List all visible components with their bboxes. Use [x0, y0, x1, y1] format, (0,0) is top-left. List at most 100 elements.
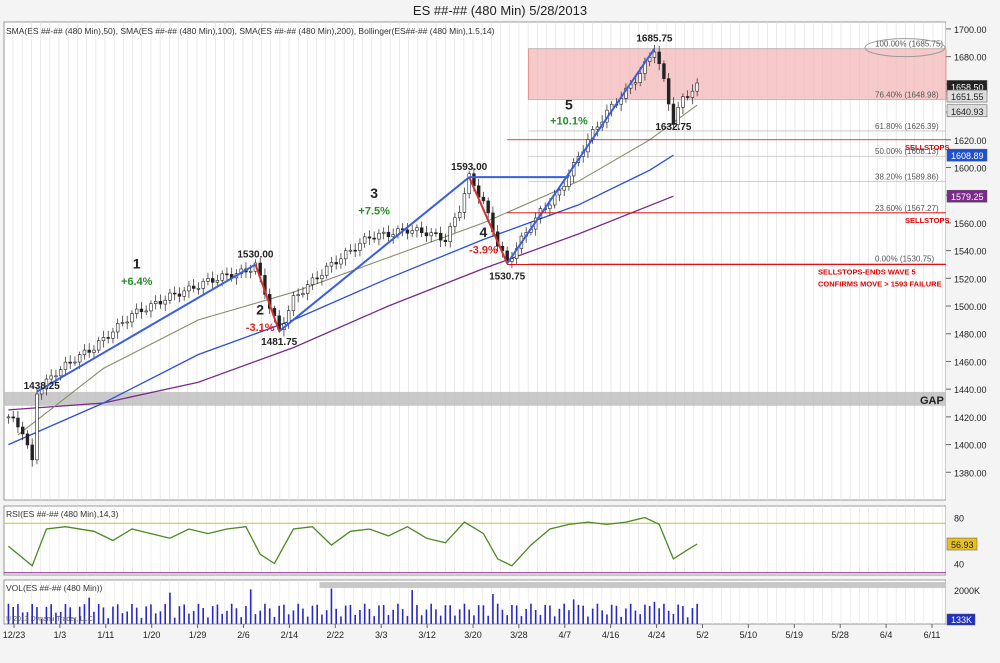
y-tick-label: 1620.00 — [954, 136, 987, 146]
candle-body — [130, 313, 134, 323]
x-tick-label: 4/16 — [602, 630, 620, 640]
fib-level-label: 0.00% (1530.75) — [875, 254, 934, 263]
fib-level-label: 100.00% (1685.75) — [875, 40, 943, 49]
price-point-label: 1530.75 — [489, 272, 526, 283]
candle-body — [424, 232, 429, 237]
price-tag — [946, 189, 988, 203]
axis-strip — [946, 22, 1000, 624]
candle-body — [419, 227, 424, 234]
x-tick-label: 1/3 — [54, 630, 67, 640]
rsi-tick-label: 40 — [954, 560, 964, 570]
x-tick-label: 12/23 — [3, 630, 26, 640]
price-point-label: 1632.75 — [655, 122, 692, 133]
candle-body — [353, 249, 357, 252]
volume-value-label: 133K — [951, 615, 972, 625]
candle-body — [633, 82, 638, 85]
candle-body — [315, 277, 319, 280]
x-tick-label: 5/19 — [786, 630, 804, 640]
wave-label: +10.1% — [550, 116, 588, 128]
copyright-label: © 2013 Dynami Trader, LLC — [6, 615, 93, 623]
wave-line-5 — [506, 48, 656, 264]
candle-body — [30, 444, 34, 461]
wave-label: -3.9% — [469, 244, 498, 256]
candle-body — [11, 416, 15, 419]
candle-body — [448, 226, 452, 243]
volume-tick-label: 2000K — [954, 586, 980, 596]
candle-body — [172, 292, 177, 295]
candle-body — [329, 262, 334, 267]
wave-label: -3.1% — [246, 322, 275, 334]
price-point-label: 1593.00 — [451, 162, 488, 173]
candle-body — [177, 293, 182, 297]
x-tick-label: 1/20 — [143, 630, 161, 640]
candle-body — [647, 57, 652, 62]
sma200-line — [8, 195, 674, 411]
wave-line-4 — [468, 176, 509, 264]
candle-body — [681, 96, 685, 108]
candle-body — [429, 232, 433, 237]
candle-body — [367, 236, 372, 239]
y-tick-label: 1500.00 — [954, 302, 987, 312]
candle-body — [20, 426, 25, 435]
candle-body — [187, 285, 191, 292]
x-tick-label: 5/2 — [696, 630, 709, 640]
candle-body — [334, 262, 338, 265]
candle-body — [168, 292, 172, 301]
candle-body — [343, 250, 348, 260]
candle-body — [562, 185, 566, 191]
candle-body — [481, 196, 486, 202]
candle-body — [324, 265, 329, 276]
wave-label: 4 — [480, 224, 488, 240]
candle-body — [457, 212, 462, 219]
candle-body — [134, 308, 139, 314]
rsi-value-tag — [946, 537, 978, 551]
candle-body — [210, 278, 215, 283]
candle-body — [358, 242, 362, 251]
rsi-tick-label: 80 — [954, 514, 964, 524]
y-tick-label: 1480.00 — [954, 330, 987, 340]
y-tick-label: 1440.00 — [954, 385, 987, 395]
rsi-legend: RSI(ES ##-## (480 Min),14,3) — [6, 509, 119, 519]
rsi-panel — [3, 505, 947, 576]
candle-body — [149, 303, 153, 312]
wave-label: 5 — [565, 96, 573, 112]
candle-body — [486, 200, 490, 214]
candle-body — [158, 301, 163, 305]
candle-body — [462, 193, 467, 213]
candle-body — [220, 273, 224, 281]
volume-reference-band — [319, 582, 946, 589]
x-tick-label: 5/28 — [831, 630, 849, 640]
gap-label: GAP — [920, 395, 944, 407]
candle-body — [305, 284, 310, 294]
candle-body — [391, 234, 395, 238]
candle-body — [206, 278, 210, 282]
annotation-label: SELLSTOPS — [905, 143, 949, 152]
candle-body — [125, 321, 129, 324]
candle-body — [638, 73, 642, 83]
candle-body — [153, 301, 158, 305]
candle-body — [548, 204, 552, 209]
wave-line-1 — [36, 263, 256, 393]
candle-body — [377, 232, 381, 240]
candle-body — [54, 375, 58, 378]
price-tag — [946, 148, 988, 162]
x-tick-label: 2/22 — [327, 630, 345, 640]
candle-body — [111, 331, 115, 339]
price-tag-label: 1579.25 — [951, 192, 984, 202]
candle-body — [73, 361, 77, 364]
sma50-line — [17, 104, 698, 436]
candle-body — [362, 236, 367, 244]
candle-body — [443, 239, 448, 243]
candle-body — [6, 416, 11, 419]
candle-body — [348, 249, 353, 252]
x-tick-label: 2/6 — [237, 630, 250, 640]
candle-body — [191, 285, 196, 289]
x-tick-label: 4/24 — [648, 630, 666, 640]
candle-body — [685, 96, 690, 98]
candle-body — [225, 273, 229, 276]
y-tick-label: 1560.00 — [954, 219, 987, 229]
candle-body — [410, 230, 414, 234]
x-tick-label: 1/29 — [189, 630, 207, 640]
candle-body — [182, 290, 186, 297]
